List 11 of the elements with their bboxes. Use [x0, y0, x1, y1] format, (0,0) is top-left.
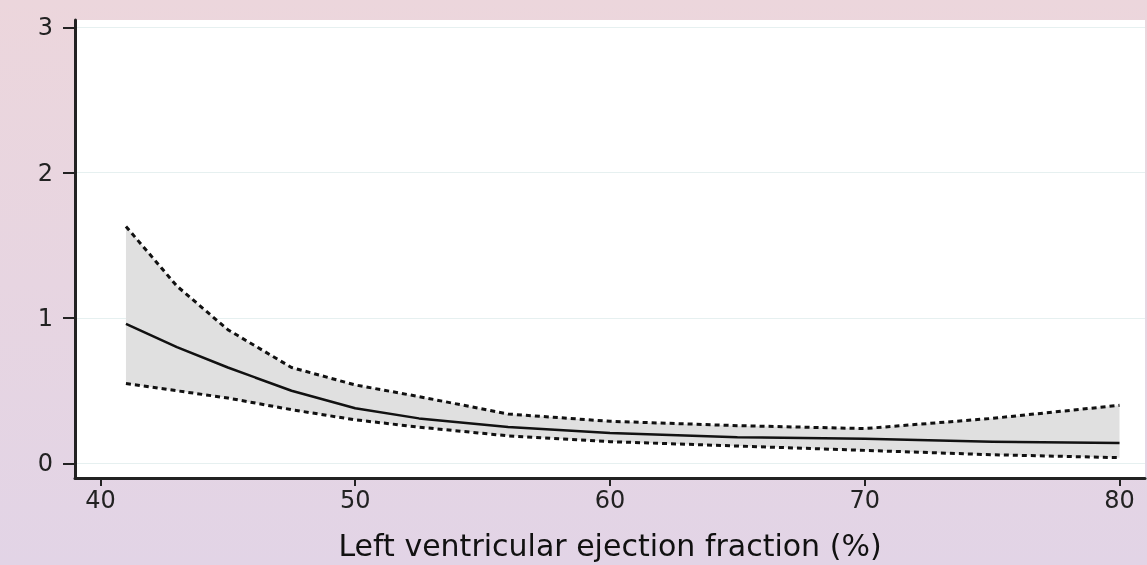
y-tick-label: 2	[37, 158, 53, 187]
x-axis-title: Left ventricular ejection fraction (%)	[338, 527, 882, 563]
line-series	[124, 322, 1121, 445]
x-tick-label: 70	[849, 486, 881, 514]
x-tick-label: 40	[85, 486, 116, 514]
y-tick-label: 1	[37, 304, 53, 333]
y-tick-label: 3	[37, 13, 53, 42]
x-tick-label: 80	[1104, 486, 1135, 514]
x-tick-label: 50	[339, 486, 371, 514]
y-tick-label: 0	[37, 449, 53, 478]
x-tick-label: 60	[594, 486, 626, 514]
